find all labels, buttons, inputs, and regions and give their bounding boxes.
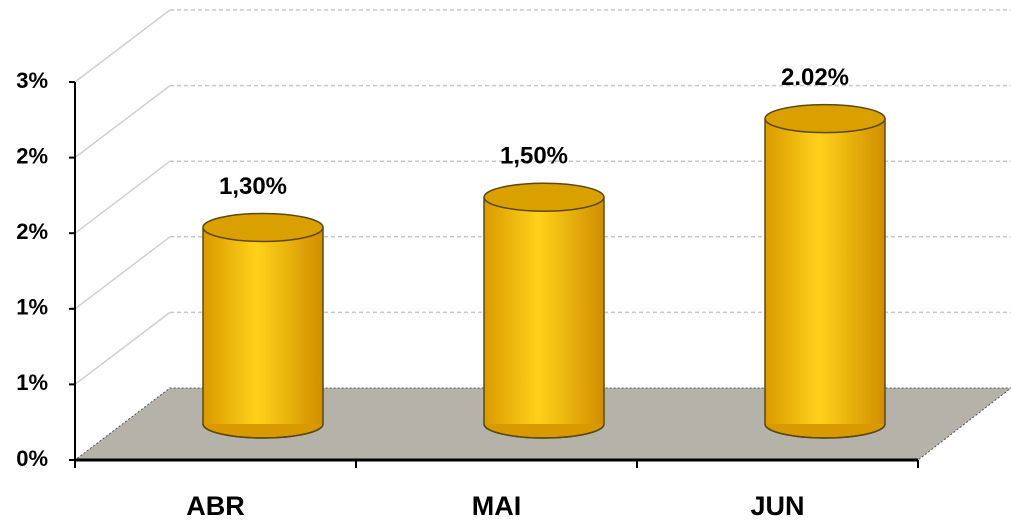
y-tick-label: 3% (16, 68, 48, 93)
y-tick-label: 1% (16, 370, 48, 395)
y-tick-label: 0% (16, 446, 48, 471)
y-tick-label: 2% (16, 219, 48, 244)
y-tick-label: 1% (16, 295, 48, 320)
x-tick-label: ABR (186, 491, 245, 521)
data-label: 1,30% (219, 173, 287, 200)
data-label: 1,50% (500, 143, 568, 170)
y-tick-label: 2% (16, 143, 48, 168)
grid-line-side (74, 236, 171, 310)
bar-top (483, 182, 605, 212)
grid-line-side (74, 160, 171, 234)
bar (484, 197, 604, 424)
x-tick-label: MAI (472, 491, 522, 521)
bar-edge (764, 118, 886, 439)
grid-line-side (74, 311, 171, 385)
grid-line-side (74, 85, 171, 159)
bar (203, 227, 323, 424)
grid-line-side (74, 9, 171, 83)
bar-top (764, 103, 886, 134)
bar-top (202, 212, 324, 243)
bar (765, 118, 885, 425)
bar-edge (483, 197, 605, 439)
data-label: 2.02% (781, 64, 849, 91)
x-tick-label: JUN (750, 491, 804, 521)
bar-edge (202, 227, 324, 439)
